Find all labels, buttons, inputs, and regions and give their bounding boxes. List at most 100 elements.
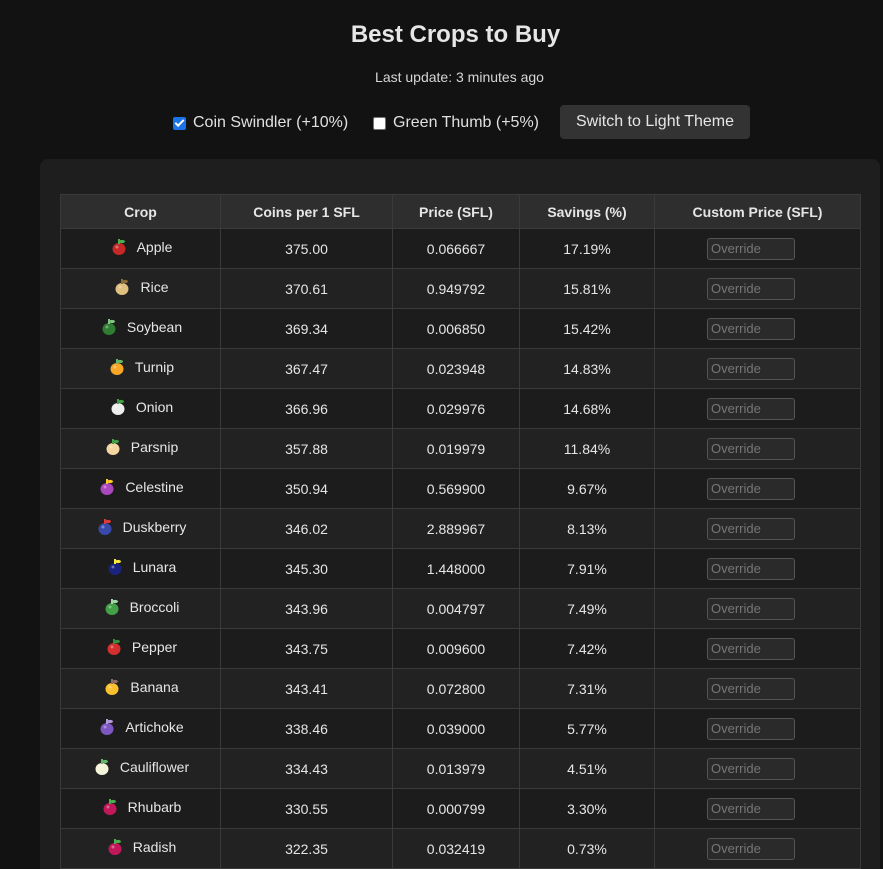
table-row: Turnip 367.47 0.023948 14.83%: [60, 348, 861, 389]
override-price-input[interactable]: [707, 357, 795, 380]
crop-cell: Banana: [60, 668, 221, 709]
column-header-price[interactable]: Price (SFL): [392, 194, 520, 229]
savings-cell: 4.51%: [519, 748, 655, 789]
custom-price-cell: [654, 708, 861, 749]
column-header-savings[interactable]: Savings (%): [519, 194, 655, 229]
override-price-input[interactable]: [707, 397, 795, 420]
override-price-input[interactable]: [707, 837, 795, 860]
crop-cell: Apple: [60, 228, 221, 269]
price-cell: 0.029976: [392, 388, 520, 429]
crop-name: Cauliflower: [119, 759, 190, 775]
page-title: Best Crops to Buy: [350, 21, 561, 48]
crop-name: Celestine: [125, 479, 184, 495]
savings-cell: 7.49%: [519, 588, 655, 629]
crop-name: Banana: [130, 679, 179, 695]
crop-wrapper: Lunara: [105, 557, 177, 577]
crop-wrapper: Celestine: [97, 477, 184, 497]
table-row: Celestine 350.94 0.569900 9.67%: [60, 468, 861, 509]
override-price-input[interactable]: [707, 797, 795, 820]
savings-cell: 7.31%: [519, 668, 655, 709]
coin-swindler-checkbox[interactable]: [173, 116, 186, 130]
crops-table: Crop Coins per 1 SFL Price (SFL) Savings…: [60, 194, 861, 869]
crop-wrapper: Pepper: [104, 637, 177, 657]
crop-wrapper: Soybean: [99, 317, 182, 337]
crop-wrapper: Duskberry: [95, 517, 186, 537]
custom-price-cell: [654, 788, 861, 829]
controls-bar: Coin Swindler (+10%) Green Thumb (+5%) S…: [0, 105, 883, 139]
crop-wrapper: Turnip: [107, 357, 174, 377]
crop-wrapper: Artichoke: [97, 717, 184, 737]
price-cell: 0.072800: [392, 668, 520, 709]
savings-cell: 15.81%: [519, 268, 655, 309]
coins-per-sfl-cell: 345.30: [220, 548, 393, 589]
override-price-input[interactable]: [707, 437, 795, 460]
savings-cell: 9.67%: [519, 468, 655, 509]
savings-cell: 7.42%: [519, 628, 655, 669]
turnip-icon: [110, 359, 124, 375]
crop-cell: Turnip: [60, 348, 221, 389]
price-cell: 0.032419: [392, 828, 520, 869]
column-header-crop[interactable]: Crop: [60, 194, 221, 229]
savings-cell: 3.30%: [519, 788, 655, 829]
custom-price-cell: [654, 428, 861, 469]
column-header-coins[interactable]: Coins per 1 SFL: [220, 194, 393, 229]
table-row: Apple 375.00 0.066667 17.19%: [60, 228, 861, 269]
savings-cell: 15.42%: [519, 308, 655, 349]
crop-name: Soybean: [126, 319, 183, 335]
rice-icon: [115, 279, 129, 295]
green-thumb-checkbox[interactable]: [373, 116, 386, 130]
coins-per-sfl-cell: 366.96: [220, 388, 393, 429]
custom-price-cell: [654, 348, 861, 389]
table-row: Rice 370.61 0.949792 15.81%: [60, 268, 861, 309]
table-row: Cauliflower 334.43 0.013979 4.51%: [60, 748, 861, 789]
override-price-input[interactable]: [707, 597, 795, 620]
custom-price-cell: [654, 308, 861, 349]
override-price-input[interactable]: [707, 677, 795, 700]
savings-cell: 11.84%: [519, 428, 655, 469]
override-price-input[interactable]: [707, 637, 795, 660]
coin-swindler-label: Coin Swindler (+10%): [193, 114, 349, 131]
crop-name: Turnip: [134, 359, 175, 375]
coins-per-sfl-cell: 343.75: [220, 628, 393, 669]
coins-per-sfl-cell: 370.61: [220, 268, 393, 309]
coins-per-sfl-cell: 322.35: [220, 828, 393, 869]
savings-cell: 8.13%: [519, 508, 655, 549]
override-price-input[interactable]: [707, 757, 795, 780]
crop-cell: Celestine: [60, 468, 221, 509]
price-cell: 0.569900: [392, 468, 520, 509]
table-row: Soybean 369.34 0.006850 15.42%: [60, 308, 861, 349]
override-price-input[interactable]: [707, 557, 795, 580]
price-cell: 1.448000: [392, 548, 520, 589]
banana-icon: [105, 679, 119, 695]
savings-cell: 17.19%: [519, 228, 655, 269]
coin-swindler-toggle[interactable]: Coin Swindler (+10%): [173, 114, 348, 132]
override-price-input[interactable]: [707, 237, 795, 260]
crop-name: Onion: [135, 399, 174, 415]
custom-price-cell: [654, 388, 861, 429]
table-row: Artichoke 338.46 0.039000 5.77%: [60, 708, 861, 749]
override-price-input[interactable]: [707, 517, 795, 540]
override-price-input[interactable]: [707, 717, 795, 740]
broccoli-icon: [105, 599, 119, 615]
override-price-input[interactable]: [707, 477, 795, 500]
price-cell: 0.066667: [392, 228, 520, 269]
price-cell: 0.039000: [392, 708, 520, 749]
crop-name: Artichoke: [125, 719, 184, 735]
crop-wrapper: Rhubarb: [100, 797, 181, 817]
parsnip-icon: [106, 439, 120, 455]
override-price-input[interactable]: [707, 317, 795, 340]
crop-wrapper: Apple: [109, 237, 172, 257]
celestine-icon: [100, 479, 114, 495]
switch-theme-button[interactable]: Switch to Light Theme: [560, 105, 750, 139]
override-price-input[interactable]: [707, 277, 795, 300]
custom-price-cell: [654, 228, 861, 269]
coins-per-sfl-cell: 330.55: [220, 788, 393, 829]
crop-wrapper: Banana: [102, 677, 179, 697]
price-cell: 2.889967: [392, 508, 520, 549]
crop-name: Lunara: [132, 559, 177, 575]
crop-name: Parsnip: [130, 439, 179, 455]
crop-cell: Parsnip: [60, 428, 221, 469]
green-thumb-toggle[interactable]: Green Thumb (+5%): [373, 114, 539, 132]
